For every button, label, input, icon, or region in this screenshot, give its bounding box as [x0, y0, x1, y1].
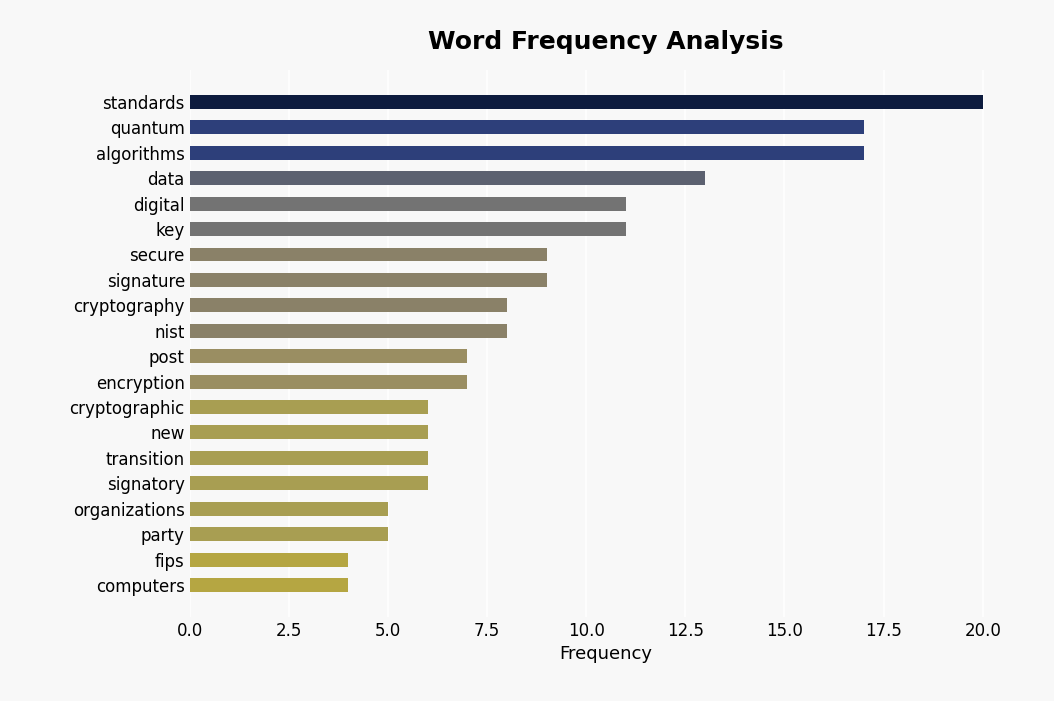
- Bar: [190, 374, 467, 388]
- Bar: [190, 400, 428, 414]
- Bar: [190, 451, 428, 465]
- Bar: [190, 171, 705, 185]
- Bar: [190, 324, 507, 338]
- Bar: [190, 299, 507, 313]
- Bar: [190, 121, 864, 135]
- Bar: [190, 477, 428, 490]
- Bar: [190, 502, 388, 516]
- Bar: [190, 247, 547, 261]
- Bar: [190, 578, 348, 592]
- X-axis label: Frequency: Frequency: [560, 646, 652, 663]
- Bar: [190, 273, 547, 287]
- Bar: [190, 426, 428, 440]
- Bar: [190, 197, 626, 210]
- Bar: [190, 222, 626, 236]
- Bar: [190, 146, 864, 160]
- Bar: [190, 95, 982, 109]
- Bar: [190, 552, 348, 566]
- Title: Word Frequency Analysis: Word Frequency Analysis: [428, 30, 784, 54]
- Bar: [190, 349, 467, 363]
- Bar: [190, 527, 388, 541]
